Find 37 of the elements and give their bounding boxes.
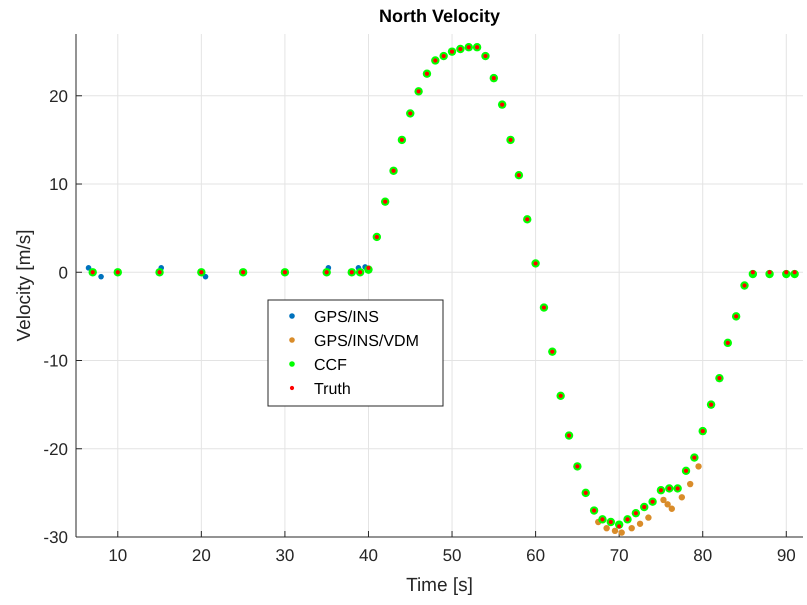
y-tick-label: 20 xyxy=(49,86,68,106)
legend-label: Truth xyxy=(314,381,351,398)
point xyxy=(664,501,671,508)
point xyxy=(86,265,92,271)
y-tick-label: -10 xyxy=(43,352,68,371)
point xyxy=(695,463,702,470)
x-tick-label: 90 xyxy=(776,546,796,565)
point xyxy=(618,529,625,536)
x-tick-label: 30 xyxy=(275,546,294,565)
point xyxy=(686,480,694,488)
point xyxy=(636,520,644,527)
y-tick-label: 10 xyxy=(49,175,68,194)
y-axis-title: Velocity [m/s] xyxy=(14,230,35,342)
point xyxy=(98,274,104,280)
chart-title: North Velocity xyxy=(378,6,500,26)
x-axis-title: Time [s] xyxy=(406,575,473,596)
legend-label: GPS/INS/VDM xyxy=(314,333,419,350)
point xyxy=(612,528,618,534)
point xyxy=(202,274,208,280)
x-tick-label: 20 xyxy=(192,546,211,565)
x-tick-label: 70 xyxy=(610,546,629,565)
x-tick-label: 10 xyxy=(108,546,128,565)
point xyxy=(660,496,667,504)
point xyxy=(668,506,676,512)
point xyxy=(628,524,635,532)
point xyxy=(678,494,686,500)
x-tick-label: 50 xyxy=(442,546,462,565)
point xyxy=(603,524,610,532)
legend-label: GPS/INS xyxy=(314,309,379,326)
point xyxy=(645,514,652,521)
y-tick-label: -20 xyxy=(43,440,68,459)
legend-label: CCF xyxy=(314,357,348,374)
x-tick-label: 60 xyxy=(526,546,546,565)
y-tick-label: -30 xyxy=(43,528,68,547)
x-tick-label: 80 xyxy=(693,546,712,565)
y-tick-label: 0 xyxy=(58,263,68,282)
x-tick-label: 40 xyxy=(359,546,378,565)
